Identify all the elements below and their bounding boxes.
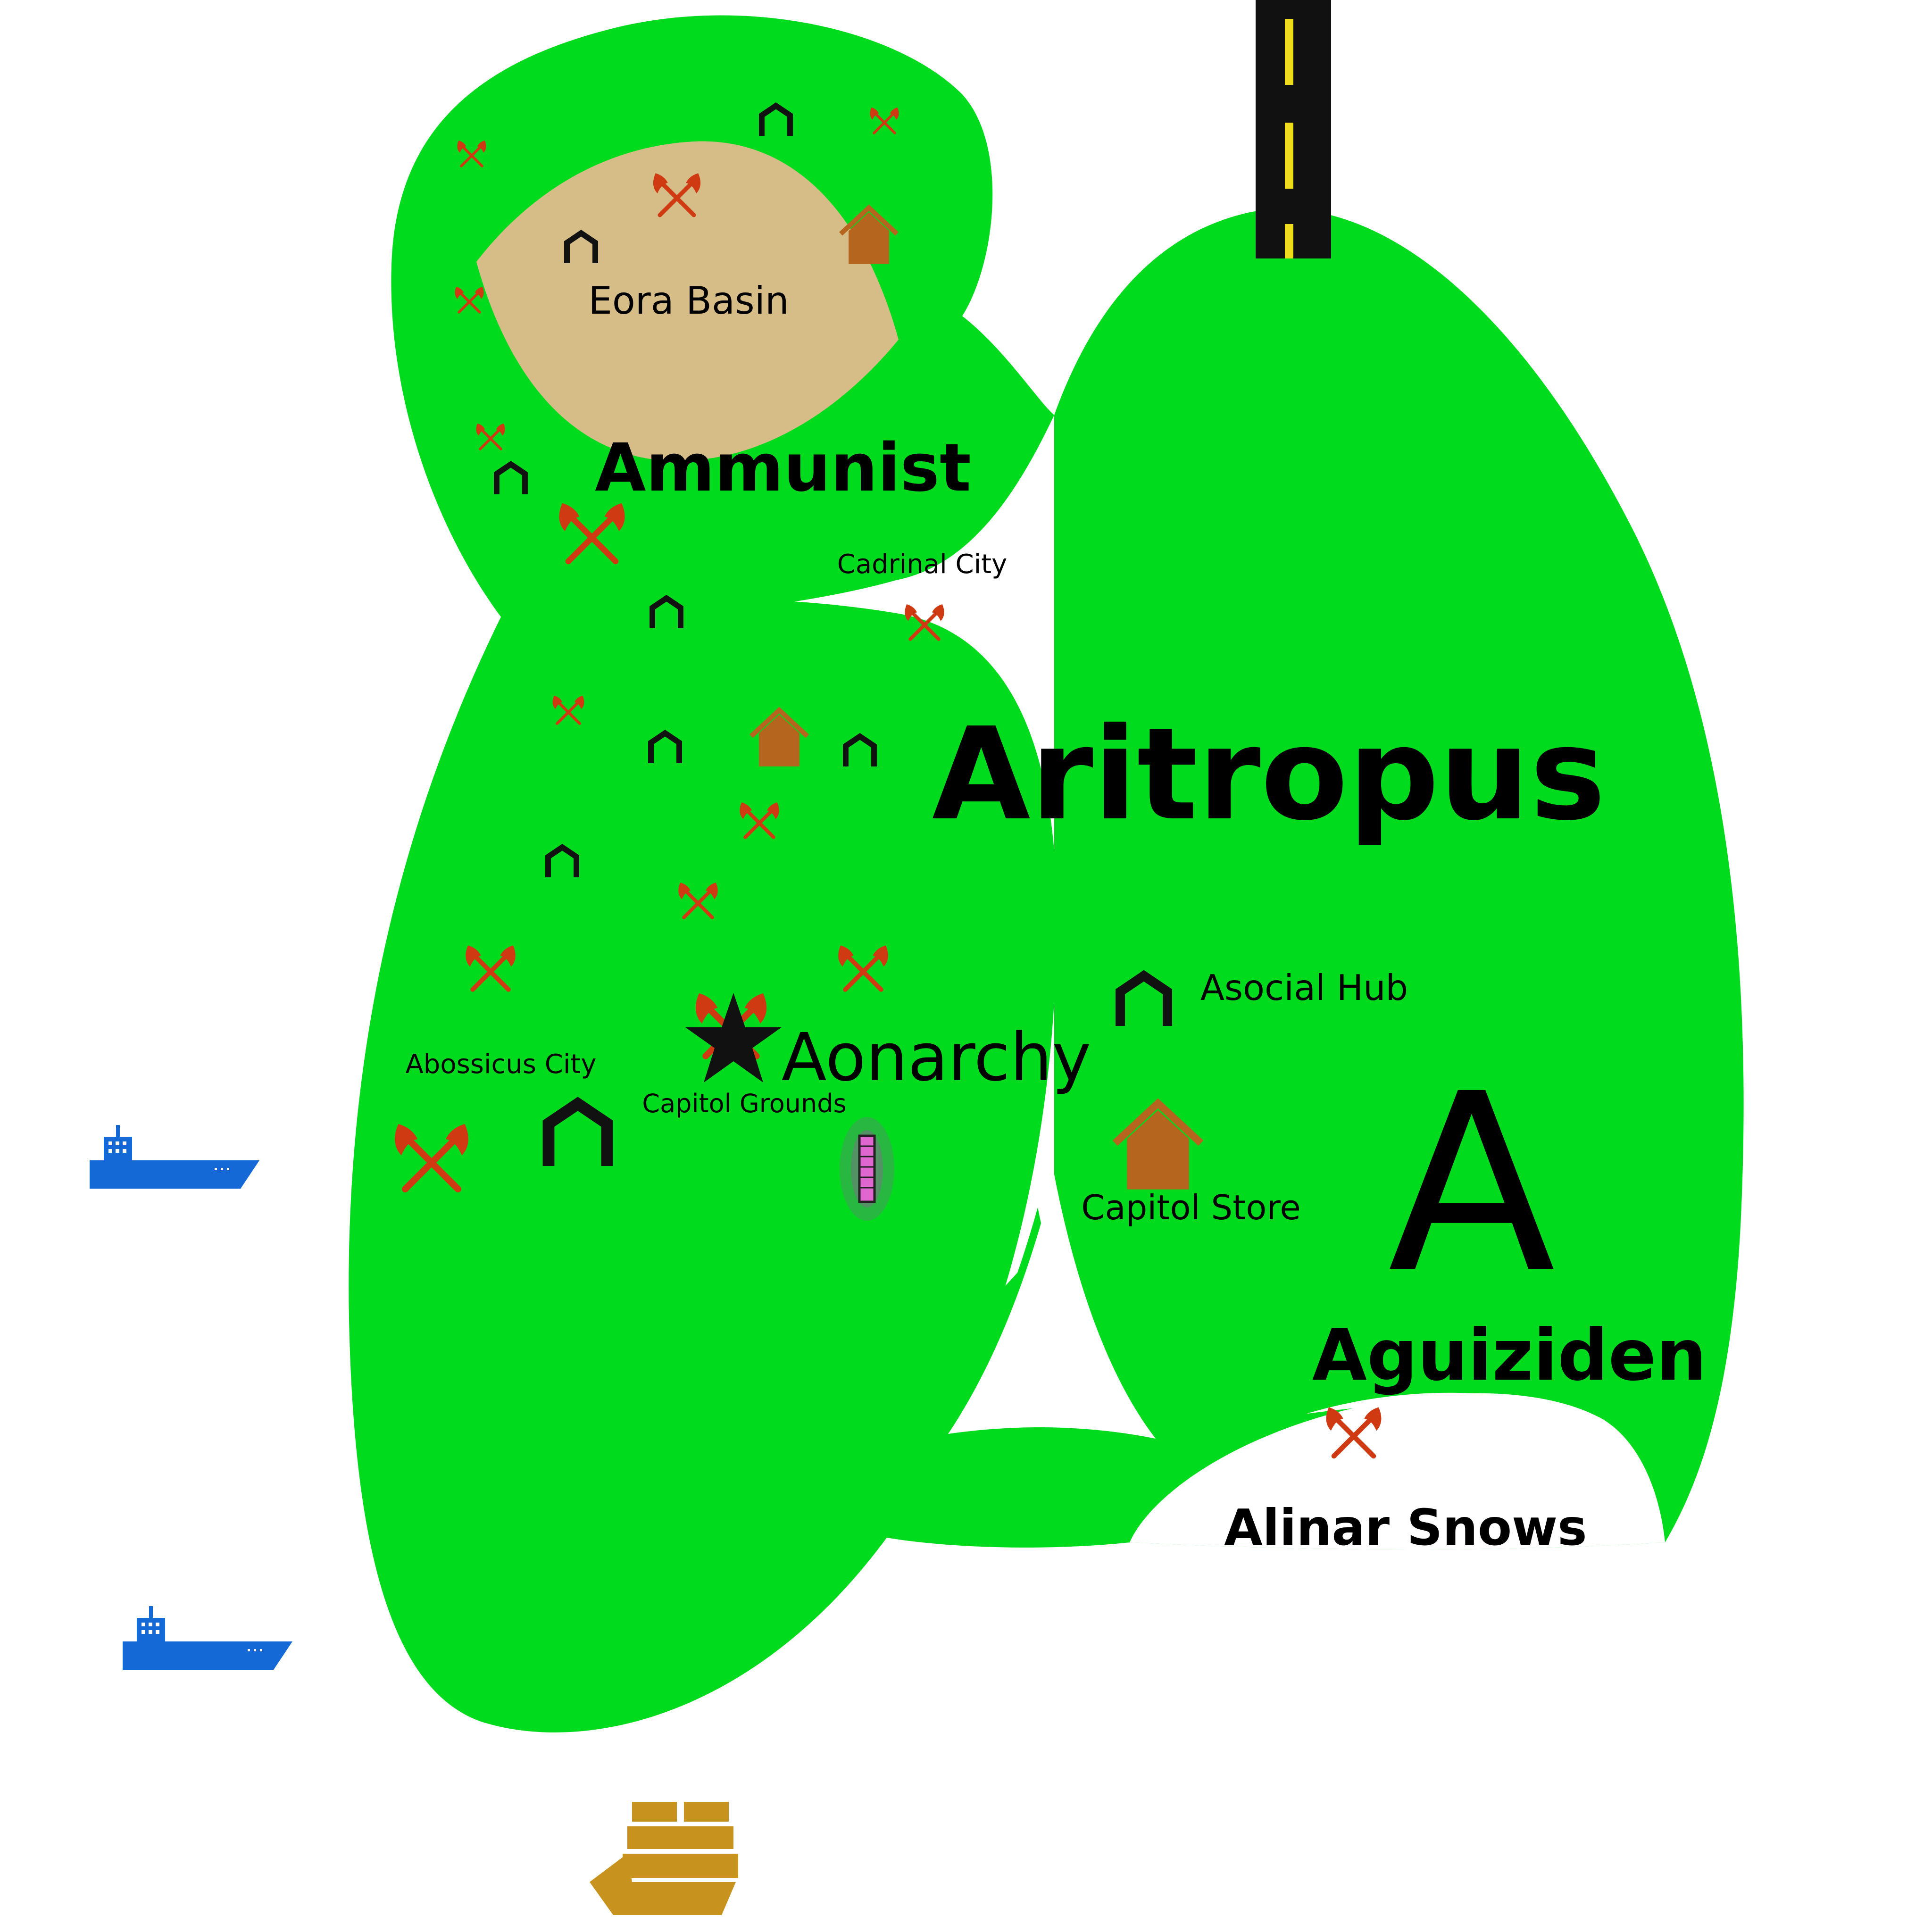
star-icon[interactable] [685,993,782,1083]
ships [90,1125,292,1670]
label-aonarchy: Aonarchy [782,1019,1091,1096]
alinar-snows-area [1130,1393,1665,1549]
label-aritropus: Aritropus [932,700,1606,849]
landmass [349,15,1744,1732]
cargo-ship-icon[interactable] [123,1606,292,1670]
east-lobe [802,209,1744,1548]
tower-icon[interactable] [840,1117,894,1221]
road-markings [1285,19,1293,258]
sailship-jib [590,1854,632,1882]
label-capitol-store: Capitol Store [1081,1188,1301,1227]
sailship-hull [590,1882,736,1915]
sailship-sail [627,1826,682,1849]
inner-gap [948,1174,1156,1439]
eora-basin-area [476,141,899,461]
label-asocial-hub: Asocial Hub [1200,967,1408,1008]
cargo-ship-icon[interactable] [90,1125,259,1189]
label-alinar-snows: Alinar Snows [1224,1499,1587,1557]
sailing-ship-icon[interactable] [590,1802,738,1915]
label-eora-basin: Eora Basin [588,279,789,323]
sailship-sail [679,1826,733,1849]
sailship-sail [675,1854,738,1878]
label-abossicus-city: Abossicus City [405,1049,596,1080]
tower-floors [859,1145,874,1189]
region-letter: A [1388,1041,1557,1327]
sailship-sail [684,1802,729,1822]
label-aguiziden: Aguiziden [1312,1315,1707,1397]
sailship-sail [632,1802,677,1822]
label-capitol-grounds: Capitol Grounds [642,1089,846,1118]
road [1256,0,1331,258]
label-ammunist: Ammunist [595,430,971,507]
label-cadrinal-city: Cadrinal City [837,549,1007,580]
